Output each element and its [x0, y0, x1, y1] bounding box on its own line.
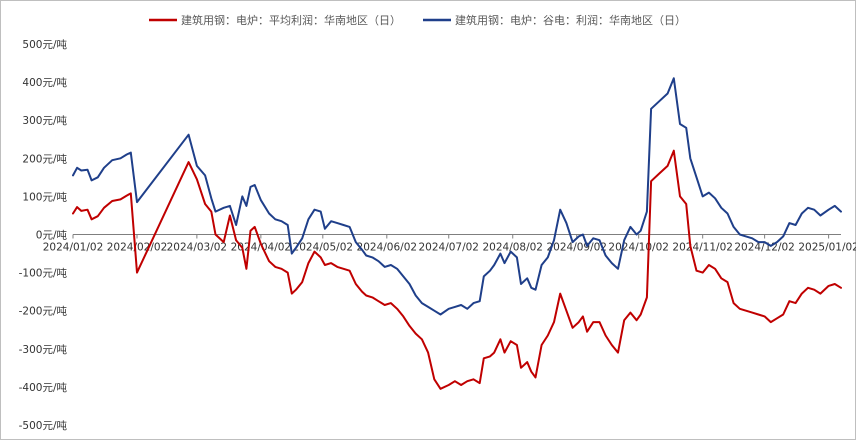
y-tick-label: 500元/吨 — [22, 38, 67, 51]
x-tick-label: 2024/09/02 — [546, 242, 607, 254]
y-tick-label: 200元/吨 — [22, 152, 67, 165]
x-tick-label: 2024/11/02 — [672, 242, 733, 254]
series-line-avg-profit — [72, 149, 842, 390]
x-tick-label: 2024/02/02 — [107, 242, 168, 254]
y-tick-label: 100元/吨 — [22, 190, 67, 203]
x-tick-label: 2024/06/02 — [357, 242, 418, 254]
legend-label-valley-profit: 建筑用钢：电炉：谷电：利润：华南地区（日） — [455, 13, 686, 27]
x-tick-label: 2025/01/02 — [798, 242, 856, 254]
x-tick-label: 2024/05/02 — [293, 242, 354, 254]
y-tick-label: -500元/吨 — [19, 419, 68, 432]
x-tick-label: 2024/07/02 — [418, 242, 479, 254]
x-tick-label: 2024/01/02 — [43, 242, 104, 254]
series-line-valley-profit — [72, 77, 842, 316]
y-tick-label: 0元/吨 — [36, 229, 68, 242]
x-axis: 2024/01/02 2024/02/02 2024/03/02 2024/04/02… — [43, 234, 856, 254]
x-tick-label: 2024/10/02 — [608, 242, 669, 254]
y-tick-label: 400元/吨 — [22, 76, 67, 89]
y-axis-labels: 500元/吨 400元/吨 300元/吨 200元/吨 100元/吨 0元/吨 -100元/… — [19, 38, 68, 432]
y-tick-label: -200元/吨 — [19, 305, 68, 318]
y-tick-label: -400元/吨 — [19, 381, 68, 394]
x-tick-label: 2024/03/02 — [167, 242, 228, 254]
y-tick-label: 300元/吨 — [22, 114, 67, 127]
y-tick-label: -100元/吨 — [19, 267, 68, 280]
x-tick-label: 2024/12/02 — [734, 242, 795, 254]
y-tick-label: -300元/吨 — [19, 343, 68, 356]
series-group — [72, 77, 842, 390]
x-tick-label: 2024/04/02 — [231, 242, 292, 254]
x-tick-label: 2024/08/02 — [482, 242, 543, 254]
legend-label-avg-profit: 建筑用钢：电炉：平均利润：华南地区（日） — [181, 13, 401, 27]
legend: 建筑用钢：电炉：平均利润：华南地区（日） 建筑用钢：电炉：谷电：利润：华南地区（… — [149, 13, 686, 27]
